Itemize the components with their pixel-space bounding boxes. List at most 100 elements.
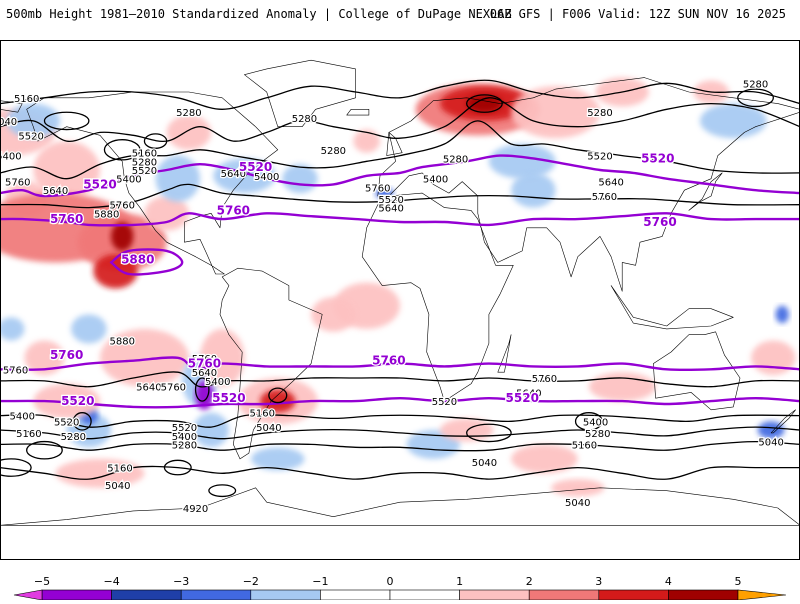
- closed-contour: [737, 88, 774, 108]
- contour-5280: [0, 97, 800, 142]
- anomaly-region: [488, 144, 556, 179]
- contour-label: 5760: [217, 203, 250, 217]
- anomaly-region: [751, 340, 796, 376]
- contour-label: 5760: [3, 365, 28, 376]
- contour-5280: [0, 426, 800, 440]
- contour-label: 5760: [365, 183, 390, 194]
- coastline-madagascar: [497, 334, 512, 373]
- colorbar-tick-label: 4: [665, 575, 672, 588]
- contour-5640: [0, 183, 800, 209]
- colorbar-bins: [13, 589, 787, 601]
- contour-label: 5520: [506, 391, 539, 405]
- contour-label: 5160: [107, 464, 132, 475]
- contour-label: 5400: [0, 152, 22, 163]
- contour-label: 5400: [172, 432, 197, 443]
- contour-label: 5520: [212, 391, 245, 405]
- closed-contour: [26, 440, 63, 460]
- contour-label: 5280: [61, 432, 86, 443]
- colorbar-bin: [668, 589, 739, 601]
- contour-label: 5400: [423, 175, 448, 186]
- contour-label: 5760: [372, 354, 405, 368]
- contour-label: 5760: [50, 348, 83, 362]
- coastline-indonesia: [610, 285, 734, 330]
- colorbar-bin: [320, 589, 391, 601]
- colorbar-tick-label: 0: [387, 575, 394, 588]
- contour-label: 5040: [472, 458, 497, 469]
- closed-contour: [466, 423, 512, 443]
- anomaly-region: [700, 103, 767, 139]
- contour-label: 5520: [239, 160, 272, 174]
- contour-label: 5640: [43, 186, 68, 197]
- contour-label: 5280: [743, 79, 768, 90]
- anomaly-region: [33, 141, 101, 199]
- contour-5760-bold: [0, 356, 800, 372]
- anomaly-region: [353, 129, 380, 153]
- contour-label: 5640: [378, 204, 403, 215]
- anomaly-region: [144, 196, 189, 231]
- closed-contour: [163, 459, 192, 476]
- contour-5160: [0, 440, 800, 452]
- contour-label: 5280: [176, 108, 201, 119]
- contour-label: 5760: [532, 374, 557, 385]
- contour-label: 5280: [443, 154, 468, 165]
- anomaly-region: [213, 158, 276, 194]
- coastline-iceland: [346, 109, 370, 116]
- contour-label: 5640: [136, 383, 161, 394]
- contour-label: 5160: [16, 429, 41, 440]
- contour-label: 5520: [587, 152, 612, 163]
- anomaly-region: [93, 253, 138, 289]
- colorbar-tick-label: 1: [456, 575, 463, 588]
- contour-5400: [0, 120, 800, 180]
- colorbar-bin: [111, 589, 182, 601]
- colorbar-high-arrow: [737, 589, 787, 601]
- contour-label: 5640: [192, 368, 217, 379]
- anomaly-region: [200, 328, 245, 387]
- anomaly-region: [66, 412, 112, 448]
- closed-contour: [143, 133, 168, 149]
- colorbar-tick-label: −2: [243, 575, 259, 588]
- contour-label: 5640: [221, 169, 246, 180]
- closed-contour: [574, 412, 603, 431]
- colorbar: −5 −4 −3 −2 −1 0 1 2 3 4 5: [0, 570, 800, 601]
- colorbar-bin: [250, 589, 321, 601]
- contour-5520-bold: [0, 154, 800, 198]
- contour-label: 5280: [587, 108, 612, 119]
- colorbar-bin: [598, 589, 669, 601]
- contour-label: 5160: [14, 94, 39, 105]
- colorbar-tick-labels: −5 −4 −3 −2 −1 0 1 2 3 4 5: [34, 575, 742, 588]
- anomaly-region: [511, 172, 556, 208]
- colorbar-bin: [180, 589, 252, 601]
- contour-label: 5160: [572, 440, 597, 451]
- anomaly-region: [193, 412, 229, 448]
- contour-5760-bold: [0, 212, 800, 227]
- coastline-japan: [688, 172, 723, 211]
- closed-contour: [0, 458, 32, 477]
- contour-label: 5880: [109, 336, 134, 347]
- contour-5400: [0, 413, 800, 428]
- contour-5640: [0, 371, 800, 388]
- closed-contour: [208, 484, 237, 498]
- colorbar-bin: [389, 589, 460, 601]
- colorbar-tick-label: −3: [173, 575, 189, 588]
- contour-label: 5280: [292, 114, 317, 125]
- contour-label: 5760: [161, 383, 186, 394]
- colorbar-tick-label: −4: [103, 575, 119, 588]
- anomaly-region: [511, 444, 578, 474]
- chart-title: 500mb Height 1981–2010 Standardized Anom…: [6, 7, 512, 21]
- contour-label: 5520: [18, 131, 43, 142]
- contour-label: 5760: [592, 192, 617, 203]
- contour-label: 4920: [183, 504, 208, 515]
- contour-label: 5520: [83, 177, 116, 191]
- anomaly-region: [551, 479, 605, 497]
- contour-label: 5520: [432, 397, 457, 408]
- closed-contour: [103, 139, 141, 161]
- contour-label: 5040: [105, 481, 130, 492]
- contour-label: 5040: [758, 438, 783, 449]
- contour-label: 5400: [254, 172, 279, 183]
- anomaly-region: [24, 340, 65, 376]
- anomaly-region: [111, 222, 134, 251]
- contour-label: 5760: [5, 178, 30, 189]
- contour-label: 5040: [256, 423, 281, 434]
- contour-label: 5880: [121, 253, 154, 267]
- contour-label: 5520: [61, 394, 94, 408]
